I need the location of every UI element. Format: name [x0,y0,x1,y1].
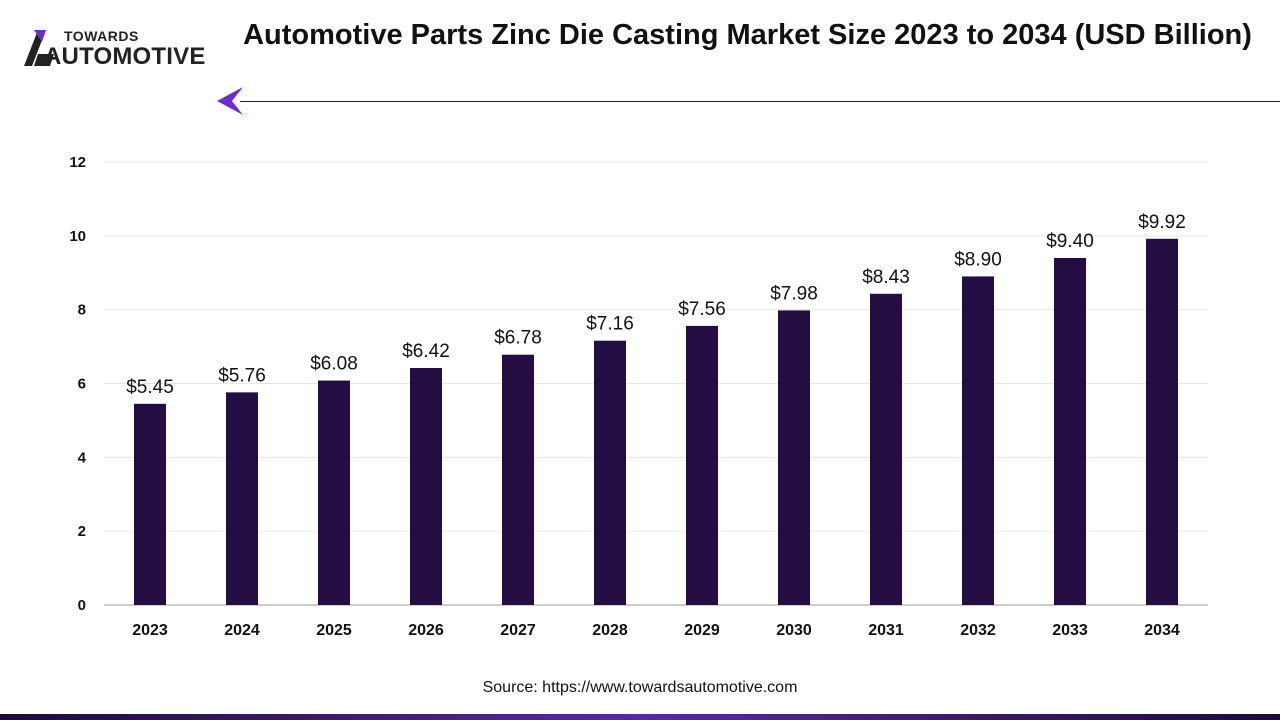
data-label: $6.08 [310,354,358,375]
x-tick-label: 2029 [684,622,720,639]
y-tick-label: 4 [78,449,87,466]
y-tick-label: 2 [78,523,86,540]
bar [502,354,534,605]
y-tick-label: 0 [78,597,86,614]
data-label: $8.90 [954,249,1002,270]
bar [410,367,442,605]
y-tick-label: 8 [78,302,86,319]
x-tick-label: 2028 [592,622,628,639]
x-tick-label: 2025 [316,622,352,639]
x-tick-label: 2030 [776,622,812,639]
y-tick-label: 6 [78,376,86,393]
bar [226,392,258,605]
x-tick-label: 2026 [408,622,444,639]
data-label: $7.98 [770,283,818,304]
bar [134,403,166,605]
bar [1054,257,1086,605]
y-tick-label: 12 [69,154,86,171]
footer-gradient-bar [0,714,1280,720]
data-label: $7.16 [586,314,634,335]
data-label: $5.76 [218,365,266,386]
data-label: $6.78 [494,328,542,349]
bar [318,380,350,605]
data-label: $6.42 [402,341,450,362]
x-tick-label: 2034 [1144,622,1180,639]
y-tick-label: 10 [69,228,86,245]
x-tick-label: 2032 [960,622,996,639]
logo-a-icon [24,30,54,66]
bar [962,276,994,605]
data-label: $9.40 [1046,231,1094,252]
data-label: $9.92 [1138,212,1186,233]
logo-text-towards: TOWARDS [64,28,139,44]
bar [594,340,626,605]
chart-title: Automotive Parts Zinc Die Casting Market… [243,19,1252,51]
data-label: $8.43 [862,267,910,288]
x-tick-label: 2023 [132,622,168,639]
x-tick-label: 2027 [500,622,536,639]
data-label: $5.45 [126,377,174,398]
logo-text-automotive: AUTOMOTIVE [44,43,206,70]
data-label: $7.56 [678,299,726,320]
x-tick-label: 2031 [868,622,904,639]
arrow-left-icon [217,87,243,115]
source-note: Source: https://www.towardsautomotive.co… [482,679,798,696]
bar [778,310,810,605]
bar [1146,238,1178,605]
title-divider [240,101,1280,102]
brand-logo: TOWARDS AUTOMOTIVE [20,26,230,70]
bar [686,325,718,605]
x-tick-label: 2033 [1052,622,1088,639]
bar [870,293,902,605]
x-tick-label: 2024 [224,622,260,639]
